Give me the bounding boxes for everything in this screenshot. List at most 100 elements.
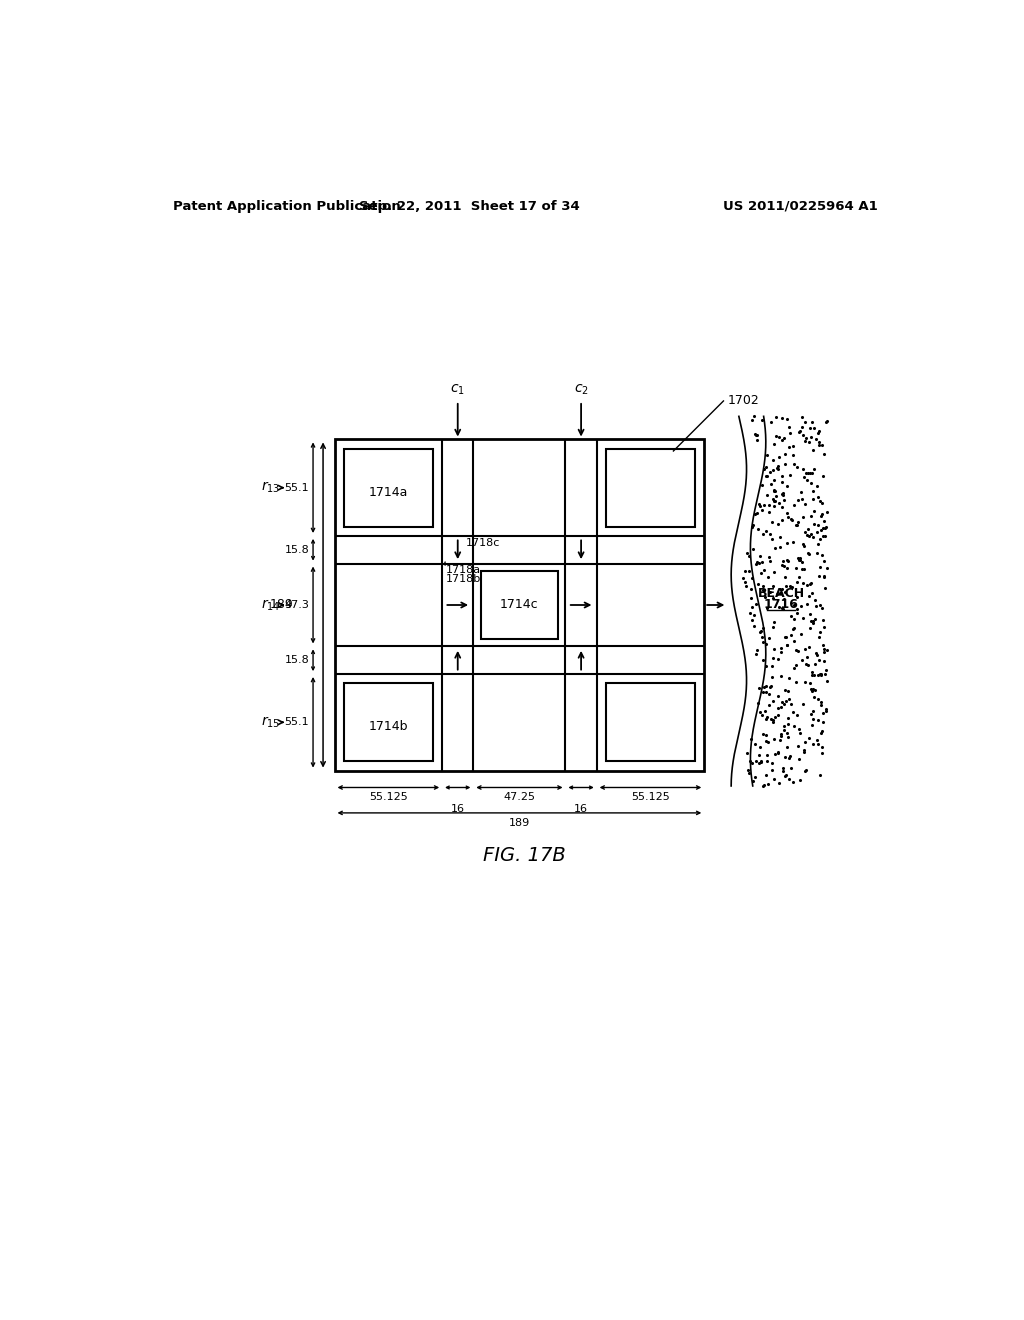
Point: [805, 701, 821, 722]
Point: [806, 513, 822, 535]
Point: [790, 515, 806, 536]
Text: 16: 16: [574, 804, 588, 814]
Text: 1718c: 1718c: [466, 537, 501, 548]
Point: [768, 425, 784, 446]
Point: [780, 727, 797, 748]
Point: [743, 409, 760, 430]
Point: [749, 553, 765, 574]
Point: [749, 644, 765, 665]
Point: [743, 752, 760, 774]
Point: [818, 557, 835, 578]
Point: [768, 583, 784, 605]
Text: 1714a: 1714a: [369, 486, 408, 499]
Point: [782, 465, 799, 486]
Point: [745, 405, 762, 426]
Point: [799, 645, 815, 667]
Point: [755, 681, 771, 702]
Point: [772, 582, 788, 603]
Point: [814, 434, 830, 455]
Point: [780, 747, 797, 768]
Point: [798, 759, 814, 780]
Point: [761, 495, 777, 516]
Point: [816, 663, 833, 684]
Point: [773, 665, 790, 686]
Point: [798, 653, 814, 675]
Point: [815, 566, 831, 587]
Point: [795, 458, 811, 479]
Point: [758, 725, 774, 746]
Point: [774, 408, 791, 429]
Point: [785, 436, 802, 457]
Point: [766, 611, 782, 632]
Point: [772, 730, 788, 751]
Text: $c_1$: $c_1$: [451, 383, 465, 397]
Point: [783, 577, 800, 598]
Point: [777, 444, 794, 465]
Point: [774, 484, 791, 506]
Point: [762, 523, 778, 544]
Point: [778, 626, 795, 647]
Point: [771, 772, 787, 793]
Point: [776, 693, 793, 714]
Point: [794, 558, 810, 579]
Point: [790, 511, 806, 532]
Point: [815, 610, 831, 631]
Point: [776, 490, 793, 511]
Point: [807, 609, 823, 630]
Point: [774, 483, 791, 504]
Point: [812, 557, 828, 578]
Point: [792, 420, 808, 441]
Point: [743, 578, 760, 599]
Point: [743, 727, 760, 748]
Point: [773, 642, 790, 663]
Point: [814, 742, 830, 763]
Point: [775, 599, 792, 620]
Point: [756, 458, 772, 479]
Point: [785, 715, 802, 737]
Point: [772, 527, 788, 548]
Text: 55.1: 55.1: [285, 483, 309, 492]
Point: [776, 626, 793, 647]
Point: [775, 428, 792, 449]
Text: 15.8: 15.8: [285, 655, 309, 665]
Point: [781, 422, 798, 444]
Point: [749, 429, 765, 450]
Point: [799, 593, 815, 614]
Point: [815, 702, 831, 723]
Point: [792, 722, 808, 743]
Point: [745, 515, 762, 536]
Point: [806, 590, 822, 611]
Point: [780, 688, 797, 709]
Point: [745, 605, 762, 626]
Point: [773, 554, 790, 576]
Point: [763, 676, 779, 697]
Point: [805, 678, 821, 700]
Point: [801, 636, 817, 657]
Point: [801, 727, 817, 748]
Point: [753, 751, 769, 772]
Point: [813, 520, 829, 541]
Point: [763, 412, 779, 433]
Point: [766, 479, 782, 500]
Point: [775, 550, 792, 572]
Point: [774, 510, 791, 531]
Point: [758, 520, 774, 541]
Point: [768, 486, 784, 507]
Point: [804, 412, 820, 433]
Point: [817, 525, 834, 546]
Point: [811, 565, 827, 586]
Point: [761, 627, 777, 648]
Text: $r_{13}$: $r_{13}$: [261, 480, 281, 495]
Point: [742, 751, 759, 772]
Point: [756, 677, 772, 698]
Point: [764, 759, 780, 780]
Point: [802, 673, 818, 694]
Point: [754, 627, 770, 648]
Point: [798, 430, 814, 451]
Point: [754, 500, 770, 521]
Point: [814, 598, 830, 619]
Point: [759, 744, 775, 766]
Point: [751, 752, 767, 774]
Point: [762, 550, 778, 572]
Point: [776, 566, 793, 587]
